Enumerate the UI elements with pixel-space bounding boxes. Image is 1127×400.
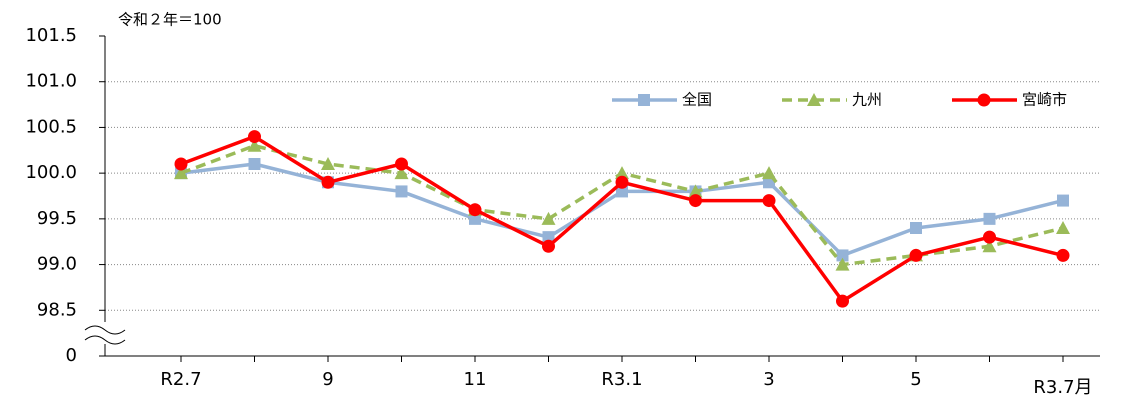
data-point bbox=[910, 222, 922, 234]
axis-break bbox=[84, 335, 126, 345]
y-tick-label: 101.5 bbox=[25, 25, 77, 46]
data-point bbox=[542, 231, 555, 244]
x-tick-label: R2.7 bbox=[160, 369, 201, 390]
y-tick-label: 0 bbox=[66, 345, 77, 366]
data-point bbox=[321, 175, 335, 189]
axis-break-gap bbox=[85, 322, 125, 344]
y-tick-label: 99.0 bbox=[37, 254, 77, 275]
y-tick-label: 99.5 bbox=[37, 208, 77, 229]
data-point bbox=[1056, 221, 1070, 234]
data-point bbox=[836, 249, 849, 262]
legend-label: 九州 bbox=[852, 91, 882, 109]
data-point bbox=[983, 230, 996, 244]
data-point bbox=[689, 194, 702, 208]
data-point bbox=[395, 157, 408, 171]
x-tick-label: 11 bbox=[464, 369, 487, 390]
legend-label: 全国 bbox=[682, 91, 712, 109]
legend-marker bbox=[977, 93, 991, 107]
legend-marker bbox=[638, 94, 650, 106]
y-tick-label: 100.0 bbox=[25, 162, 77, 183]
data-point bbox=[615, 166, 629, 180]
series-line bbox=[180, 143, 1064, 267]
data-point bbox=[762, 166, 776, 180]
data-point bbox=[542, 239, 555, 253]
legend-marker bbox=[807, 93, 821, 106]
data-point bbox=[983, 212, 996, 225]
x-tick-label: 9 bbox=[322, 369, 333, 390]
data-point bbox=[174, 157, 188, 171]
x-tick-label: R3.1 bbox=[601, 369, 642, 390]
x-tick-label: 3 bbox=[763, 369, 774, 390]
y-tick-label: 101.0 bbox=[25, 71, 77, 92]
data-point bbox=[1056, 248, 1070, 262]
y-tick-label: 100.5 bbox=[25, 116, 77, 137]
data-point bbox=[321, 157, 335, 170]
data-point bbox=[541, 211, 556, 225]
data-point bbox=[909, 248, 923, 262]
data-point bbox=[688, 184, 703, 198]
axis-break bbox=[84, 325, 126, 335]
data-point bbox=[394, 166, 409, 180]
data-point bbox=[836, 294, 849, 308]
y-tick-label: 98.5 bbox=[37, 299, 77, 320]
data-point bbox=[615, 175, 629, 189]
data-point bbox=[468, 203, 482, 217]
data-point bbox=[762, 194, 776, 208]
data-point bbox=[247, 138, 262, 152]
data-point bbox=[835, 257, 850, 271]
x-tick-label: 5 bbox=[910, 369, 921, 390]
data-point bbox=[395, 185, 408, 198]
data-point bbox=[982, 239, 997, 253]
data-point bbox=[248, 158, 261, 170]
x-tick-label: R3.7月 bbox=[1033, 377, 1092, 398]
data-point bbox=[469, 212, 481, 225]
annotation: 令和２年＝100 bbox=[118, 11, 222, 29]
data-point bbox=[248, 130, 261, 144]
data-point bbox=[1057, 194, 1069, 207]
legend-label: 宮崎市 bbox=[1022, 91, 1067, 109]
data-point bbox=[616, 185, 628, 198]
data-point bbox=[174, 166, 188, 180]
